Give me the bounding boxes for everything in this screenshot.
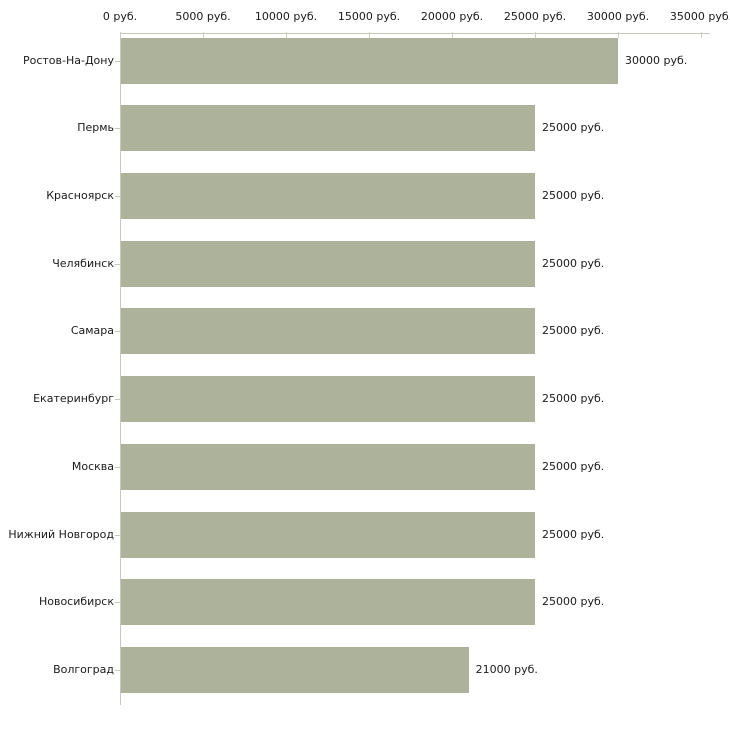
category-label: Нижний Новгород — [8, 527, 114, 541]
y-axis-tick — [115, 399, 121, 400]
x-axis-tick — [535, 32, 536, 38]
bar-value-label: 25000 руб. — [542, 527, 605, 541]
x-axis-tick — [618, 32, 619, 38]
bar-value-label: 25000 руб. — [542, 595, 605, 609]
bar-value-label: 25000 руб. — [542, 459, 605, 473]
bar — [121, 443, 535, 490]
x-axis-tick-label: 20000 руб. — [420, 10, 484, 23]
bar-value-label: 25000 руб. — [542, 392, 605, 406]
bar-value-label: 25000 руб. — [542, 189, 605, 202]
bar — [121, 646, 469, 693]
y-axis-line — [120, 33, 121, 705]
category-label: Екатеринбург — [33, 392, 114, 406]
y-axis-tick — [115, 196, 121, 197]
x-axis-tick-label: 15000 руб. — [337, 10, 401, 23]
y-axis-tick — [115, 331, 121, 332]
bar — [121, 105, 535, 152]
category-label: Новосибирск — [38, 595, 114, 609]
bar-value-label: 30000 руб. — [625, 53, 688, 67]
category-label: Москва — [71, 459, 114, 473]
y-axis-tick — [115, 61, 121, 62]
y-axis-tick — [115, 128, 121, 129]
category-label: Волгоград — [53, 662, 114, 676]
y-axis-tick — [115, 535, 121, 536]
category-label: Ростов-На-Дону — [22, 53, 114, 67]
y-axis-tick — [115, 670, 121, 671]
bar — [121, 173, 535, 219]
bar-value-label: 25000 руб. — [542, 256, 605, 270]
x-axis-tick-label: 5000 руб. — [175, 10, 231, 23]
x-axis-tick-label: 10000 руб. — [254, 10, 318, 23]
x-axis-tick — [452, 32, 453, 38]
bar-value-label: 21000 руб. — [475, 662, 538, 676]
bar — [121, 511, 535, 558]
y-axis-tick — [115, 602, 121, 603]
bar-value-label: 25000 руб. — [542, 121, 605, 135]
x-axis-tick — [120, 32, 121, 38]
x-axis-tick — [203, 32, 204, 38]
bar — [121, 376, 535, 423]
bar-value-label: 25000 руб. — [542, 324, 605, 338]
bar — [121, 579, 535, 626]
category-label: Самара — [70, 324, 114, 338]
category-label: Красноярск — [46, 189, 114, 202]
bar — [121, 240, 535, 287]
x-axis-tick-label: 25000 руб. — [503, 10, 567, 23]
x-axis-tick-label: 0 руб. — [102, 10, 138, 23]
x-axis-tick — [369, 32, 370, 38]
y-axis-tick — [115, 467, 121, 468]
x-axis-line — [120, 33, 710, 34]
y-axis-tick — [115, 264, 121, 265]
x-axis-tick — [701, 32, 702, 38]
x-axis-tick-label: 35000 руб. — [669, 10, 730, 23]
bar — [121, 308, 535, 355]
category-label: Челябинск — [52, 256, 114, 270]
category-label: Пермь — [77, 121, 114, 135]
x-axis-tick-label: 30000 руб. — [586, 10, 650, 23]
x-axis-tick — [286, 32, 287, 38]
bar — [121, 37, 618, 84]
